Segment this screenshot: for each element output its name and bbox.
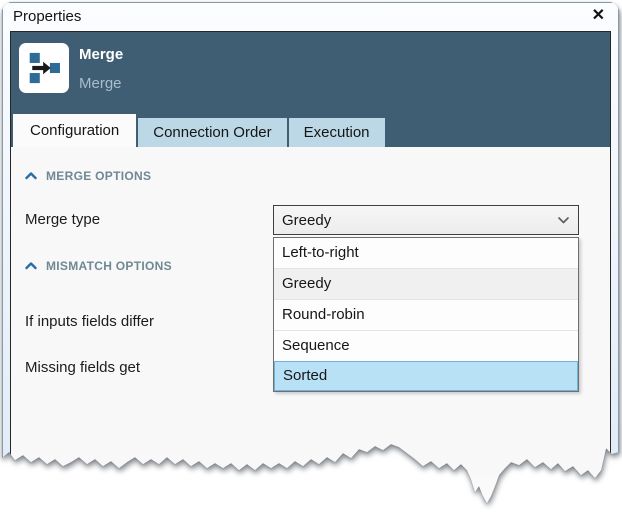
merge-type-value: Greedy <box>282 211 332 229</box>
dropdown-option-sorted[interactable]: Sorted <box>274 361 578 391</box>
dropdown-option-sequence[interactable]: Sequence <box>274 330 578 361</box>
merge-type-label: Merge type <box>25 211 101 228</box>
merge-icon <box>29 52 60 84</box>
tab-bar: Configuration Connection Order Execution <box>11 114 610 147</box>
merge-node-icon <box>19 43 69 93</box>
node-subtitle: Merge <box>79 75 122 92</box>
mismatch-options-label: MISMATCH OPTIONS <box>46 259 172 273</box>
close-icon[interactable]: ✕ <box>591 7 605 24</box>
dropdown-option-round-robin[interactable]: Round-robin <box>274 299 578 330</box>
tab-connection-order[interactable]: Connection Order <box>138 118 287 147</box>
window-title: Properties <box>13 8 82 25</box>
chevron-up-icon <box>25 172 37 180</box>
missing-fields-get-label: Missing fields get <box>25 359 141 376</box>
chevron-down-icon <box>558 216 578 224</box>
dropdown-option-left-to-right[interactable]: Left-to-right <box>282 244 359 261</box>
node-title: Merge <box>79 46 124 63</box>
node-header: Merge Merge Configuration Connection Ord… <box>11 32 610 147</box>
tab-execution[interactable]: Execution <box>288 118 385 147</box>
merge-type-dropdown-list: Left-to-right Greedy Round-robin Sequenc… <box>273 237 579 392</box>
mismatch-options-section-header[interactable]: MISMATCH OPTIONS <box>25 259 172 273</box>
chevron-up-icon <box>25 262 37 270</box>
merge-options-section-header[interactable]: MERGE OPTIONS <box>25 169 151 183</box>
properties-panel: Merge Merge Configuration Connection Ord… <box>10 31 611 503</box>
tab-configuration[interactable]: Configuration <box>13 114 137 147</box>
titlebar[interactable]: Properties ✕ <box>3 3 618 31</box>
configuration-tab-panel: MERGE OPTIONS Merge type Greedy MISMA <box>11 147 610 477</box>
dropdown-option-greedy[interactable]: Greedy <box>274 268 578 299</box>
merge-type-combobox[interactable]: Greedy <box>273 205 579 235</box>
merge-options-label: MERGE OPTIONS <box>46 169 152 183</box>
if-inputs-fields-differ-label: If inputs fields differ <box>25 313 154 330</box>
